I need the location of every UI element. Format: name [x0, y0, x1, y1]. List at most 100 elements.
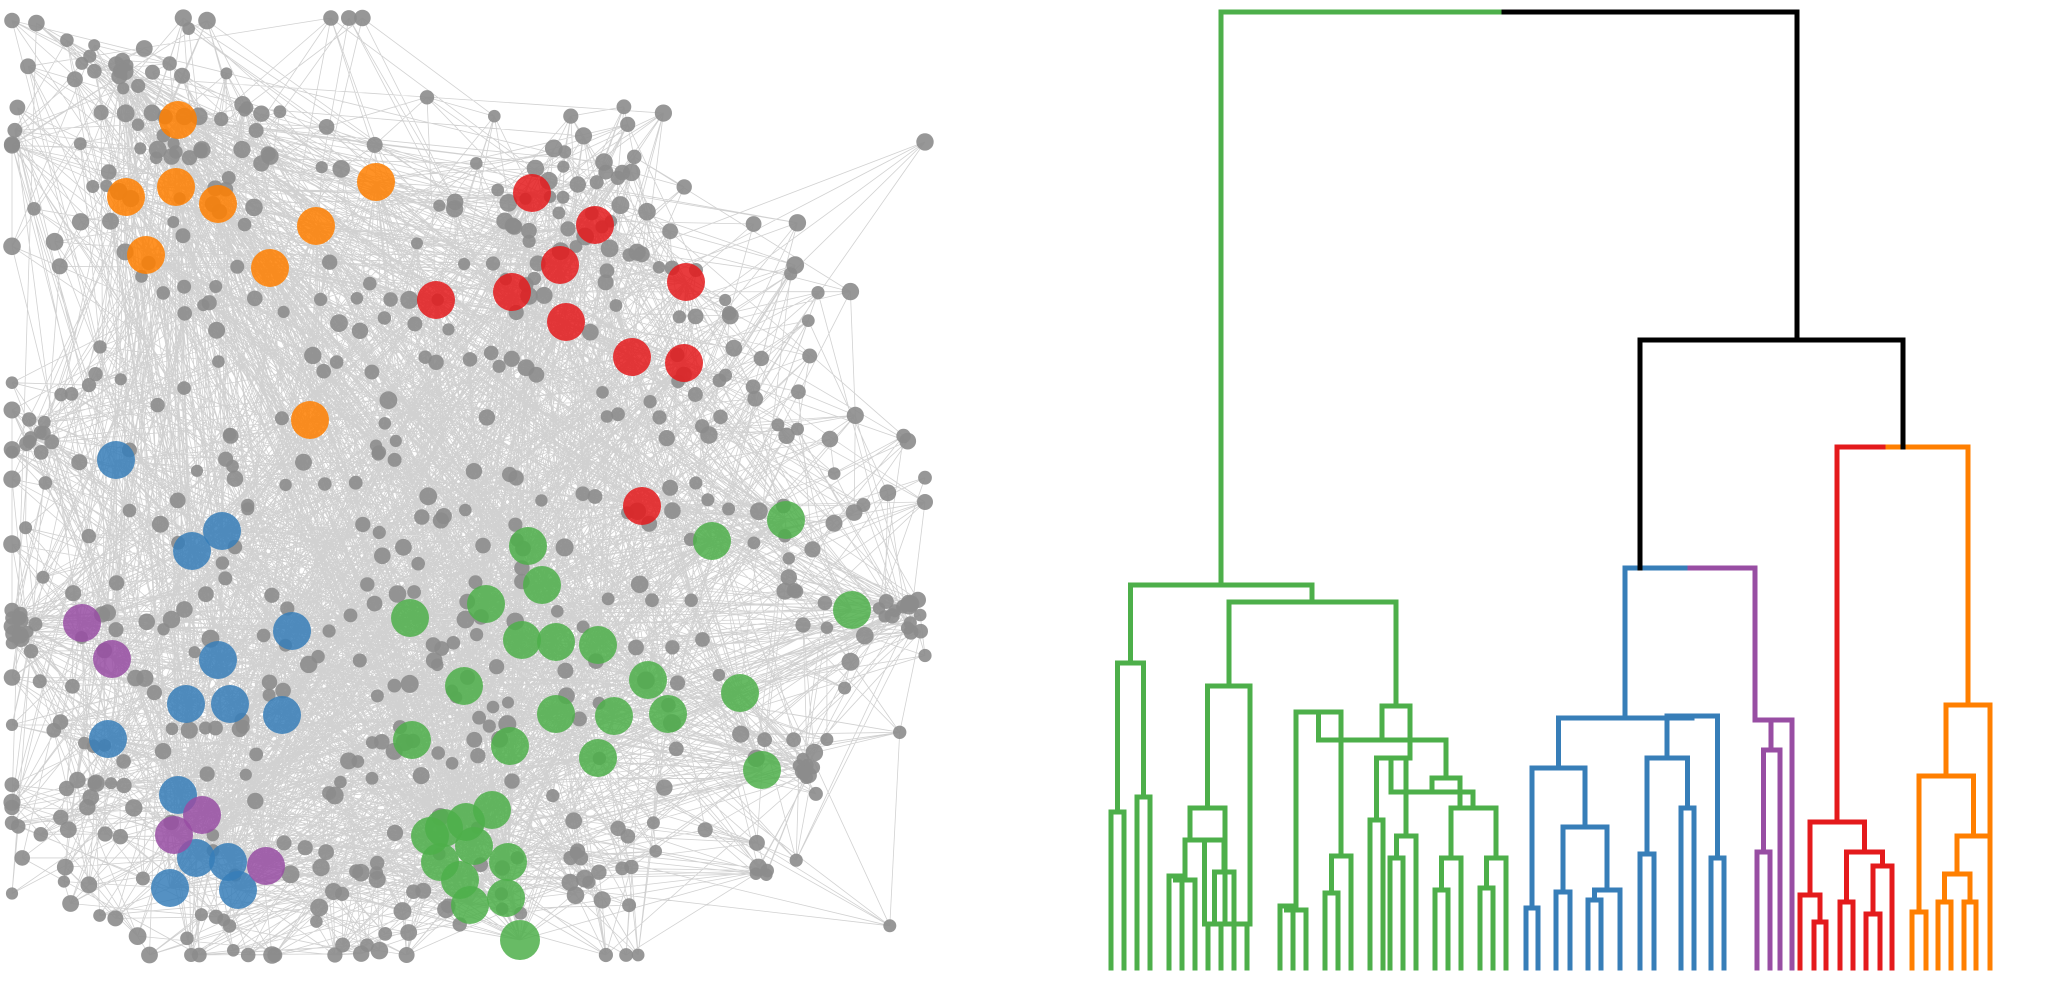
- network-node-grey: [672, 310, 687, 324]
- network-node-grey: [354, 9, 371, 27]
- network-node-grey: [695, 632, 710, 647]
- network-node-grey: [334, 775, 347, 789]
- network-node-grey: [633, 246, 650, 263]
- network-node-grey: [808, 786, 823, 801]
- network-node-grey: [81, 378, 97, 393]
- network-node-grey: [611, 407, 625, 422]
- network-node-orange: [291, 401, 329, 439]
- network-node-grey: [363, 276, 377, 291]
- network-node-blue: [97, 441, 135, 479]
- network-node-grey: [825, 514, 843, 532]
- network-node-blue: [89, 720, 127, 758]
- network-node-grey: [14, 850, 30, 866]
- network-node-grey: [482, 719, 496, 733]
- network-node-grey: [370, 941, 389, 960]
- network-node-grey: [154, 743, 172, 760]
- network-node-grey: [492, 359, 506, 373]
- network-node-green: [629, 661, 667, 699]
- network-node-grey: [304, 346, 322, 365]
- network-node-orange: [251, 249, 289, 287]
- network-node-grey: [903, 624, 919, 640]
- network-node-grey: [796, 752, 810, 766]
- network-node-grey: [177, 279, 192, 294]
- network-node-grey: [918, 470, 932, 485]
- network-node-grey: [377, 311, 392, 325]
- network-node-grey: [856, 498, 871, 512]
- network-node-grey: [468, 575, 483, 590]
- network-node-grey: [138, 613, 155, 631]
- network-node-grey: [596, 386, 609, 399]
- network-node-grey: [627, 149, 642, 165]
- network-node-grey: [83, 49, 97, 63]
- network-node-grey: [150, 397, 165, 413]
- network-node-blue: [219, 871, 257, 909]
- network-node-grey: [277, 305, 290, 318]
- network-node-grey: [57, 875, 70, 888]
- network-node-grey: [208, 321, 226, 339]
- network-node-grey: [622, 248, 636, 262]
- network-node-grey: [611, 196, 630, 215]
- network-node-grey: [817, 595, 833, 611]
- network-node-grey: [99, 604, 116, 622]
- network-node-grey: [247, 792, 264, 810]
- network-node-grey: [315, 161, 328, 174]
- network-graph: [3, 9, 934, 964]
- network-node-grey: [526, 159, 545, 178]
- network-node-grey: [208, 909, 224, 924]
- dendrogram-panel: [1080, 0, 2060, 982]
- network-node-grey: [180, 931, 194, 946]
- network-node-grey: [116, 754, 131, 769]
- network-node-grey: [4, 777, 20, 793]
- network-node-purple: [63, 604, 101, 642]
- network-node-grey: [841, 282, 860, 301]
- network-node-grey: [687, 387, 703, 402]
- network-node-green: [455, 827, 493, 865]
- network-node-grey: [65, 678, 80, 694]
- network-node-grey: [820, 621, 834, 634]
- network-node-grey: [595, 153, 613, 171]
- network-node-grey: [820, 733, 834, 746]
- network-node-grey: [253, 155, 270, 172]
- network-node-grey: [582, 875, 596, 889]
- network-node-green: [833, 591, 871, 629]
- network-node-grey: [262, 688, 276, 702]
- network-node-grey: [23, 644, 39, 659]
- network-node-grey: [888, 604, 902, 618]
- network-node-red: [493, 273, 531, 311]
- network-node-grey: [789, 853, 803, 867]
- network-node-grey: [713, 409, 728, 425]
- network-node-grey: [181, 150, 198, 166]
- network-node-grey: [631, 948, 645, 962]
- network-node-grey: [780, 569, 797, 586]
- network-node-grey: [88, 39, 101, 52]
- network-node-grey: [151, 515, 169, 533]
- network-node-grey: [470, 628, 484, 642]
- network-node-green: [500, 920, 540, 960]
- network-node-grey: [599, 263, 615, 279]
- network-node-grey: [371, 447, 386, 461]
- network-node-grey: [318, 844, 334, 861]
- network-node-grey: [374, 547, 391, 565]
- network-node-grey: [386, 824, 404, 842]
- network-node-grey: [310, 915, 323, 928]
- network-node-grey: [446, 636, 461, 650]
- network-node-grey: [418, 350, 432, 364]
- network-node-grey: [222, 428, 239, 444]
- network-node-grey: [341, 10, 357, 26]
- network-node-grey: [597, 274, 614, 291]
- network-node-grey: [314, 292, 328, 306]
- network-node-grey: [687, 308, 704, 325]
- network-node-orange: [159, 101, 197, 139]
- network-node-grey: [253, 105, 270, 122]
- network-node-grey: [64, 387, 79, 401]
- network-node-orange: [199, 185, 237, 223]
- network-node-grey: [366, 595, 383, 612]
- network-node-grey: [163, 148, 180, 165]
- network-node-grey: [188, 646, 201, 659]
- network-node-grey: [220, 67, 233, 80]
- network-node-green: [579, 739, 617, 777]
- network-node-grey: [725, 339, 743, 357]
- network-node-grey: [237, 217, 252, 232]
- network-node-grey: [407, 585, 421, 599]
- network-node-grey: [312, 858, 330, 877]
